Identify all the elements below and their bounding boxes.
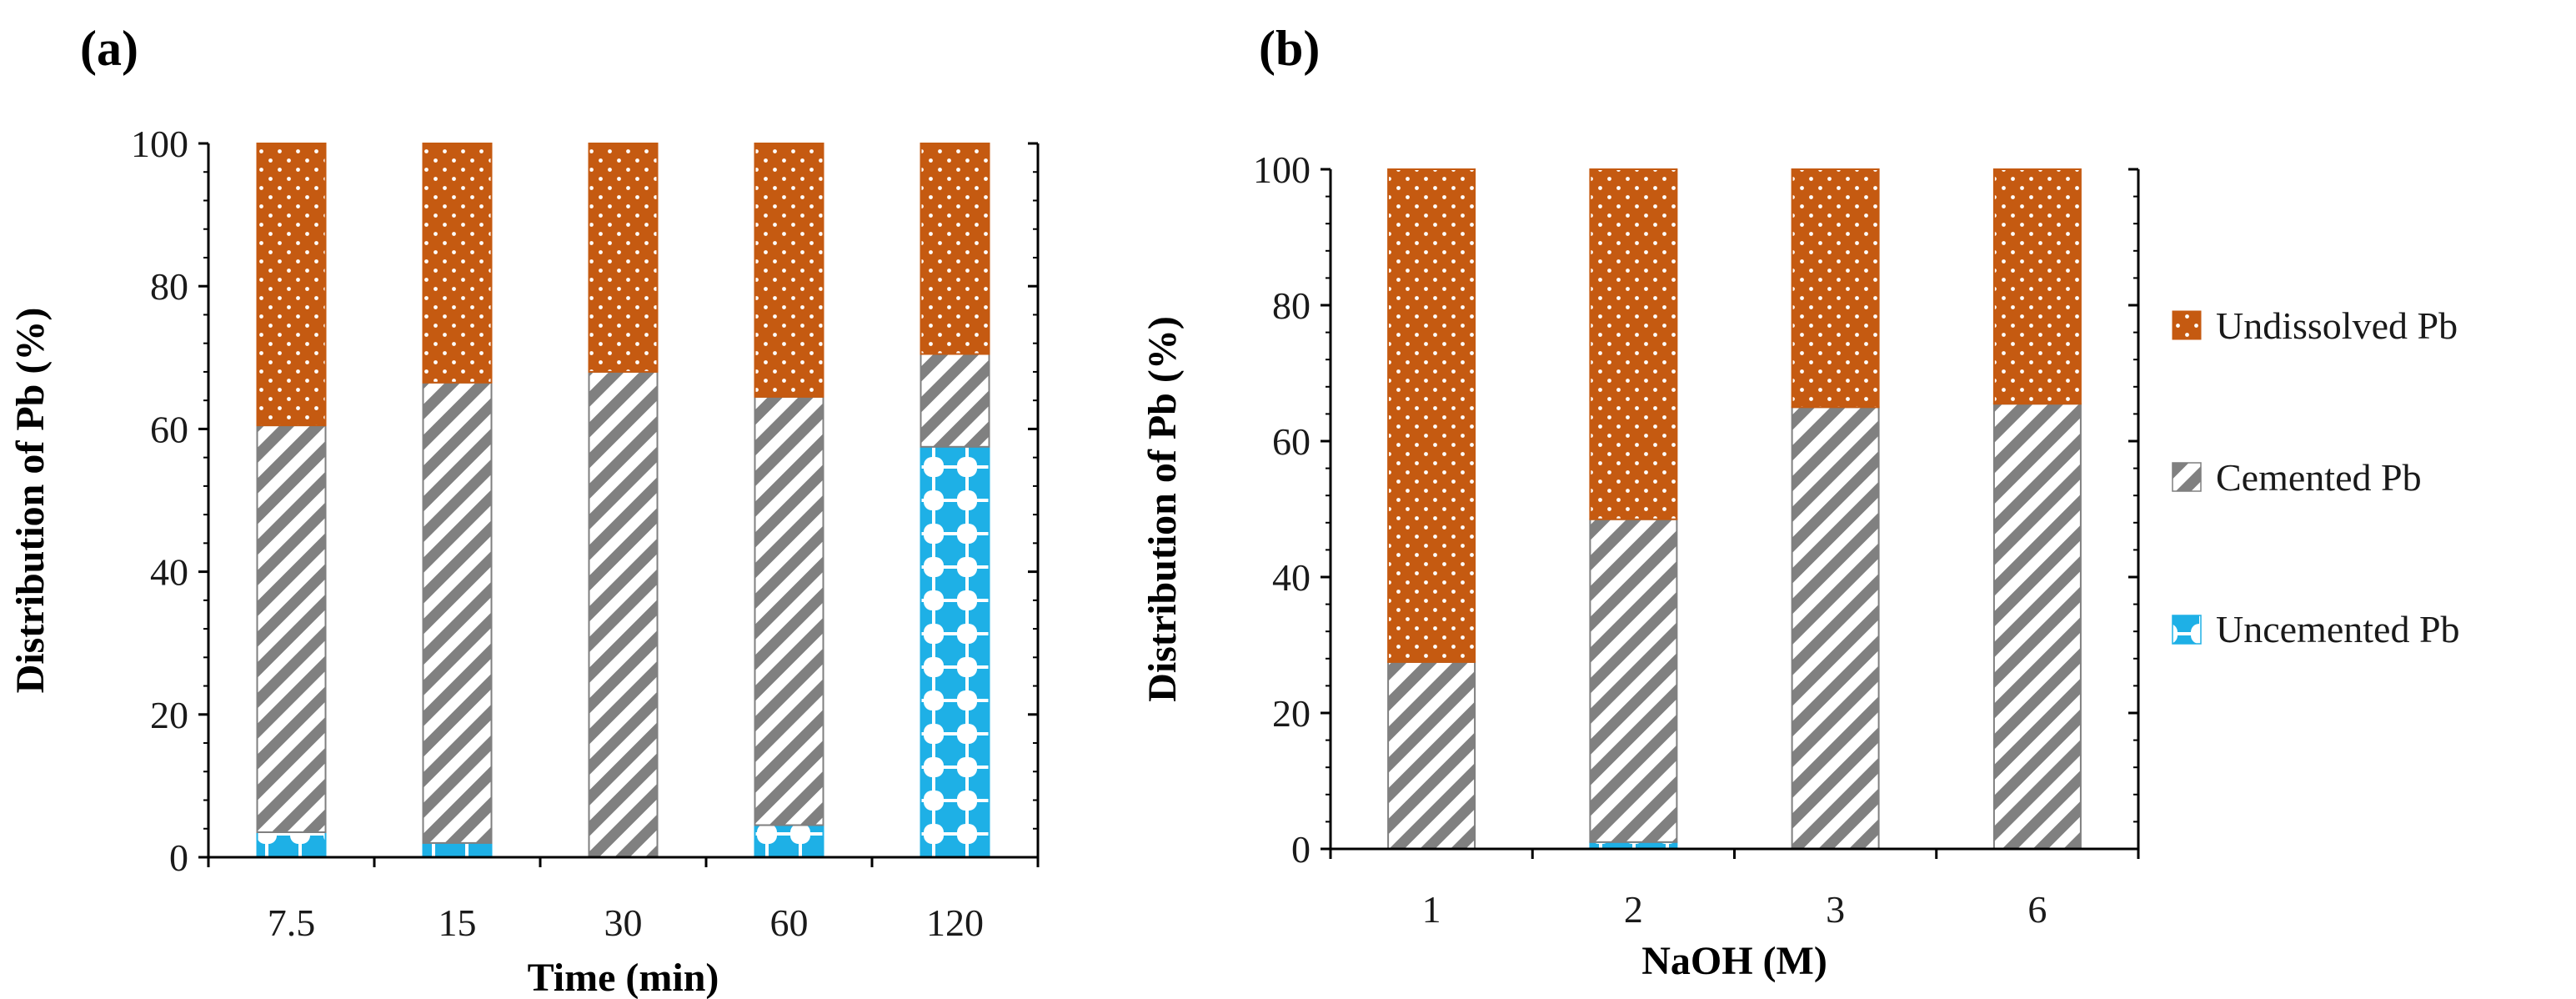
- x-tick-label: 2: [1624, 888, 1643, 931]
- legend: Undissolved Pb Cemented Pb Uncemented Pb: [2172, 304, 2460, 650]
- y-tick-label: 20: [1272, 692, 1311, 735]
- y-tick-label: 0: [1291, 828, 1311, 871]
- legend-label-uncemented: Uncemented Pb: [2216, 608, 2460, 650]
- panel-a-label: (a): [80, 21, 138, 76]
- bar-segment-uncemented: [754, 824, 824, 858]
- legend-swatch-undissolved: [2172, 310, 2202, 340]
- x-tick-label: 15: [439, 901, 477, 944]
- y-tick-label: 60: [1272, 420, 1311, 463]
- legend-swatch-cemented: [2172, 462, 2202, 492]
- panel-a-chart: (a) 0 20 40 60 80 100 7.5 15 30 60 120 Time (min) Dis…: [8, 21, 1040, 999]
- y-tick-label: 40: [1272, 556, 1311, 599]
- legend-label-cemented: Cemented Pb: [2216, 456, 2422, 499]
- bar-segment-cemented: [1589, 518, 1678, 843]
- x-tick-label: 1: [1422, 888, 1441, 931]
- x-axis-title: NaOH (M): [1641, 939, 1827, 983]
- x-axis-title: Time (min): [528, 956, 719, 999]
- legend-label-undissolved: Undissolved Pb: [2216, 304, 2458, 347]
- y-tick-label: 80: [1272, 284, 1311, 327]
- bar-segment-undissolved: [1791, 168, 1880, 409]
- bar-segment-cemented: [754, 395, 824, 826]
- y-tick-label: 100: [1253, 148, 1311, 191]
- panel-b-chart: (b) 0 20 40 60 80 100 1 2 3 6 NaOH (M) Distribution …: [1140, 21, 2140, 983]
- bar-segment-undissolved: [256, 143, 327, 427]
- bar-segment-uncemented: [256, 831, 327, 858]
- bar-segment-cemented: [256, 424, 327, 833]
- panel-b-label: (b): [1259, 21, 1320, 76]
- x-tick-label: 6: [2027, 888, 2047, 931]
- bar-segment-uncemented: [422, 841, 493, 859]
- y-tick-label: 80: [150, 265, 188, 308]
- bar-segment-cemented: [920, 353, 990, 448]
- y-tick-label: 100: [131, 123, 188, 165]
- x-tick-label: 120: [926, 901, 984, 944]
- bar-segment-undissolved: [1387, 168, 1476, 663]
- y-tick-label: 40: [150, 551, 188, 594]
- bar-segment-uncemented: [920, 445, 990, 858]
- bar-segment-cemented: [1992, 403, 2082, 850]
- bar-segment-cemented: [588, 370, 659, 858]
- bar-segment-cemented: [1387, 660, 1476, 851]
- bar-segment-undissolved: [1992, 168, 2082, 405]
- bar-segment-undissolved: [422, 143, 493, 384]
- legend-swatch-uncemented: [2172, 615, 2202, 645]
- x-tick-label: 60: [770, 901, 809, 944]
- y-tick-label: 20: [150, 694, 188, 736]
- bar-segment-undissolved: [920, 143, 990, 355]
- y-tick-label: 0: [169, 836, 188, 879]
- y-axis-title: Distribution of Pb (%): [8, 308, 53, 694]
- x-tick-label: 3: [1826, 888, 1845, 931]
- y-tick-label: 60: [150, 408, 188, 450]
- bar-segment-undissolved: [588, 143, 659, 373]
- bar-segment-cemented: [422, 381, 493, 844]
- bar-segment-undissolved: [1589, 168, 1678, 520]
- x-tick-label: 7.5: [268, 901, 316, 944]
- bar-segment-undissolved: [754, 143, 824, 398]
- y-axis-title: Distribution of Pb (%): [1140, 316, 1185, 702]
- x-tick-label: 30: [604, 901, 643, 944]
- bar-segment-cemented: [1791, 406, 1880, 851]
